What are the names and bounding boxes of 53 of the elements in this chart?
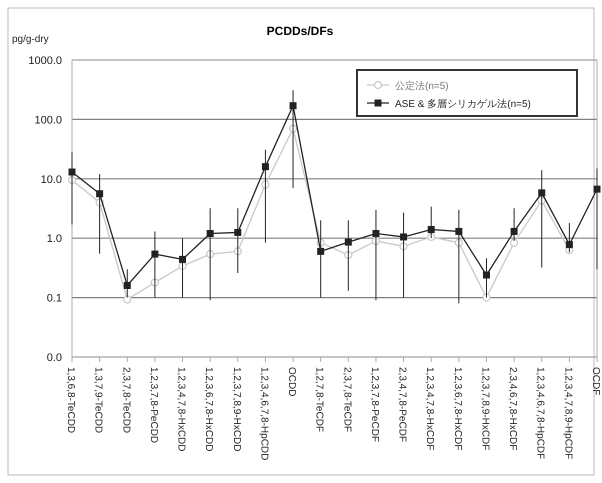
y-tick-label: 0.0 [46, 352, 62, 364]
x-tick-label: 1,2,3,7,8,9-HxCDF [479, 367, 490, 450]
point [96, 190, 104, 198]
x-tick-label: 1,2,3,4,6,7,8-HpCDF [534, 367, 546, 460]
point [344, 238, 352, 246]
x-tick-label: 1,2,3,7,8-PeCDD [148, 367, 159, 444]
x-tick-label: 1,2,3,6,7,8-HxCDF [452, 367, 463, 450]
x-tick-label: 1,2,3,4,7,8,9-HpCDF [562, 367, 574, 460]
point [510, 238, 518, 247]
x-tick-label: 1,2,3,4,7,8-HxCDF [424, 367, 436, 450]
point [151, 250, 158, 258]
legend-label: ASE & 多層シリカゲル法(n=5) [395, 98, 531, 110]
x-tick-label: 2,3,7,8-TeCDD [120, 367, 132, 434]
x-tick-label: 1,2,3,4,6,7,8-HpCDD [258, 367, 270, 460]
y-tick-label: 1.0 [46, 233, 62, 246]
point [206, 230, 214, 237]
y-tick-label: 10.0 [40, 174, 62, 186]
legend-label: 公定法(n=5) [395, 80, 449, 92]
point [482, 272, 490, 279]
x-tick-label: 1,3,6,8-TeCDD [65, 367, 76, 434]
point [400, 233, 408, 240]
point [372, 230, 380, 237]
y-tick-label: 0.1 [46, 292, 62, 305]
chart-title: PCDDs/DFs [266, 24, 334, 38]
x-tick-label: OCDF [590, 367, 601, 396]
point [124, 282, 131, 289]
y-tick-label: 100.0 [34, 114, 62, 126]
point [566, 241, 573, 248]
point [594, 186, 600, 193]
x-tick-label: OCDD [286, 367, 298, 396]
y-axis-title: pg/g-dry [12, 34, 49, 45]
x-tick-label: 1,2,3,7,8,9-HxCDD [230, 367, 242, 452]
x-tick-label: 1,3,7,9-TeCDD [92, 367, 104, 434]
point [262, 163, 269, 170]
x-tick-label: 1,2,3,6,7,8-HxCDD [203, 367, 214, 452]
point [317, 248, 324, 255]
x-tick-label: 1,2,3,4,7,8-HxCDD [176, 367, 187, 452]
x-tick-label: 2,3,4,7,8-PeCDF [396, 367, 408, 442]
point [510, 228, 518, 235]
y-tick-label: 1000.0 [28, 55, 62, 67]
x-tick-label: 2,3,4,6,7,8-HxCDF [507, 367, 518, 450]
x-tick-label: 1,2,7,8-TeCDF [314, 367, 325, 432]
x-tick-label: 1,2,3,7,8-PeCDF [368, 367, 380, 442]
point [538, 189, 546, 196]
point [123, 295, 132, 304]
point [455, 228, 462, 235]
point [482, 294, 491, 302]
point [428, 226, 435, 234]
point [290, 102, 297, 110]
point [68, 168, 76, 176]
x-tick-label: 2,3,7,8-TeCDF [341, 367, 352, 432]
point [179, 256, 186, 263]
point [234, 228, 242, 236]
